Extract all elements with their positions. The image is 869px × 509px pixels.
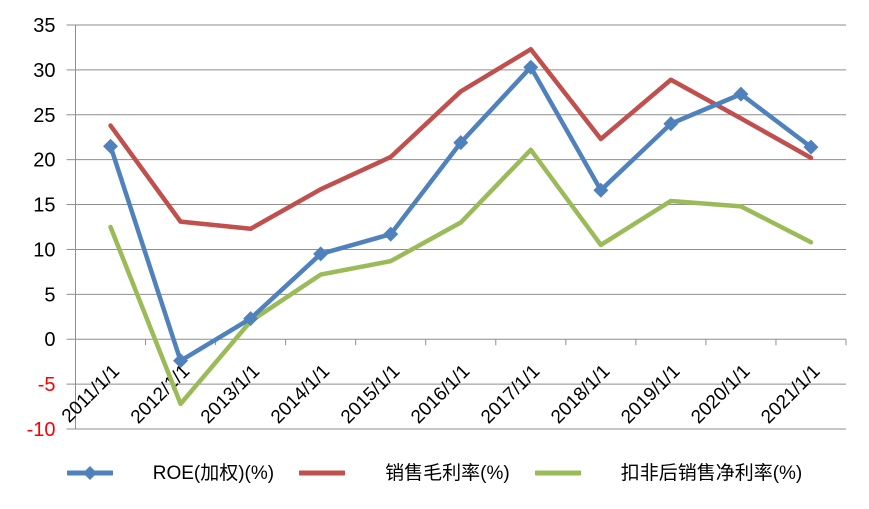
- x-axis-tick-label: 2017/1/1: [477, 361, 544, 428]
- y-axis-tick-label: 20: [33, 150, 55, 172]
- y-axis-tick-label: 30: [33, 60, 55, 82]
- x-axis-tick-label: 2011/1/1: [58, 361, 124, 427]
- x-axis-tick-label: 2014/1/1: [267, 361, 334, 428]
- data-point-marker-series-0: [663, 116, 679, 132]
- net-margin-series-line-icon: [534, 470, 581, 476]
- chart-legend: ROE(加权)(%) 销售毛利率(%) 扣非后销售净利率(%): [0, 449, 869, 497]
- y-axis-tick-label: -10: [27, 419, 56, 441]
- data-point-marker-series-0: [173, 353, 189, 369]
- y-axis-tick-label: 5: [44, 284, 55, 306]
- legend-label-net-margin: 扣非后销售净利率(%): [620, 462, 803, 484]
- data-point-marker-series-0: [313, 246, 329, 262]
- data-point-marker-series-0: [453, 135, 469, 151]
- x-axis-tick-label: 2018/1/1: [547, 361, 614, 428]
- x-axis-tick-label: 2020/1/1: [687, 361, 754, 428]
- x-axis-tick-label: 2019/1/1: [617, 361, 684, 428]
- y-axis-tick-label: 15: [33, 195, 55, 217]
- x-axis-tick-label: 2015/1/1: [337, 361, 404, 428]
- data-point-marker-series-0: [803, 139, 819, 155]
- y-axis-tick-label: 10: [33, 239, 55, 261]
- data-point-marker-series-0: [593, 182, 609, 198]
- y-axis-tick-label: 0: [44, 329, 55, 351]
- series-line-2: [108, 147, 814, 407]
- x-axis-tick-label: 2016/1/1: [407, 361, 474, 428]
- legend-item-roe: ROE(加权)(%): [66, 462, 275, 484]
- x-axis-tick-label: 2021/1/1: [757, 361, 824, 428]
- legend-item-net-margin: 扣非后销售净利率(%): [534, 462, 803, 484]
- data-point-marker-series-0: [243, 311, 259, 327]
- legend-item-gross-margin: 销售毛利率(%): [299, 464, 510, 483]
- data-point-marker-series-0: [523, 59, 539, 75]
- data-point-marker-series-0: [733, 86, 749, 102]
- y-axis-tick-label: 25: [33, 105, 55, 127]
- series-line-0: [108, 64, 814, 364]
- legend-label-roe: ROE(加权)(%): [152, 462, 275, 484]
- data-point-marker-series-0: [103, 138, 119, 154]
- x-axis-tick-label: 2012/1/1: [127, 361, 194, 428]
- y-axis-tick-label: -5: [38, 374, 56, 396]
- gross-margin-series-line-icon: [299, 470, 346, 476]
- series-line-1: [108, 46, 814, 232]
- y-axis-tick-label: 35: [33, 15, 55, 37]
- data-point-marker-series-0: [383, 226, 399, 242]
- legend-label-gross-margin: 销售毛利率(%): [385, 462, 510, 484]
- roe-series-line-marker-icon: [66, 466, 113, 480]
